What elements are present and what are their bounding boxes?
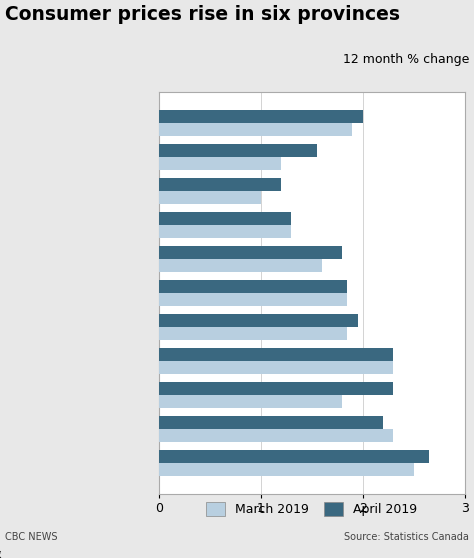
Bar — [159, 463, 413, 475]
Bar — [159, 259, 322, 272]
Text: Quebec: Quebec — [0, 546, 1, 558]
Bar — [159, 246, 342, 259]
Bar — [159, 348, 393, 361]
Text: 12 month % change: 12 month % change — [343, 54, 469, 66]
Bar — [159, 429, 393, 441]
Bar — [159, 361, 393, 374]
Bar — [159, 157, 281, 170]
Bar — [159, 450, 429, 463]
Bar — [159, 178, 281, 191]
Bar — [159, 314, 357, 327]
Text: British Columbia: British Columbia — [0, 541, 1, 555]
Text: CBC NEWS: CBC NEWS — [5, 532, 57, 542]
Legend: March 2019, April 2019: March 2019, April 2019 — [206, 502, 417, 516]
Text: Newfoundland
and Labrador: Newfoundland and Labrador — [0, 543, 1, 558]
Bar — [159, 416, 383, 429]
Text: Canada: Canada — [0, 551, 1, 558]
Text: Alberta: Alberta — [0, 542, 1, 556]
Bar — [159, 293, 347, 306]
Bar — [159, 191, 261, 204]
Bar — [159, 123, 352, 136]
Text: Nova Scotia: Nova Scotia — [0, 549, 1, 558]
Text: Prince Edward
Island: Prince Edward Island — [0, 542, 1, 558]
Bar — [159, 327, 347, 340]
Bar — [159, 225, 291, 238]
Bar — [159, 212, 291, 225]
Text: Manitoba: Manitoba — [0, 545, 1, 557]
Bar — [159, 395, 342, 408]
Bar — [159, 110, 363, 123]
Text: Saskatchewan: Saskatchewan — [0, 543, 1, 556]
Bar — [159, 280, 347, 293]
Bar — [159, 145, 317, 157]
Text: Ontario: Ontario — [0, 546, 1, 558]
Text: Consumer prices rise in six provinces: Consumer prices rise in six provinces — [5, 4, 400, 23]
Bar — [159, 382, 393, 395]
Text: Source: Statistics Canada: Source: Statistics Canada — [345, 532, 469, 542]
Text: New Brunswick: New Brunswick — [0, 547, 1, 558]
